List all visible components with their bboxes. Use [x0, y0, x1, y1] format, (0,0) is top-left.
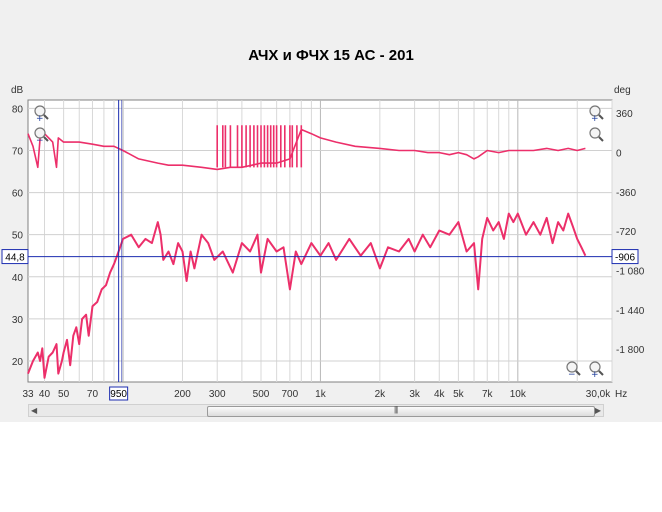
zoom-in-y-icon[interactable]: + — [34, 105, 49, 124]
x-tick-label: 300 — [209, 389, 226, 400]
y-left-tick-label: 40 — [12, 273, 24, 284]
x-tick-label: 70 — [87, 389, 99, 400]
chart-plot[interactable]: 33 40 50 70 200 300 500 700 1k 2k 3k 4k 5k 7k 10k 30,0k… — [0, 0, 662, 422]
scroll-right-arrow-icon[interactable]: ▶ — [594, 406, 601, 415]
horizontal-scrollbar[interactable]: ◀ ||| ▶ — [28, 404, 604, 417]
x-tick-label: 2k — [375, 389, 387, 400]
y-left-tick-label: 20 — [12, 357, 24, 368]
y-left-tick-label: 80 — [12, 104, 24, 115]
svg-text:−: − — [568, 370, 576, 380]
svg-text:+: + — [591, 114, 599, 124]
x-tick-label: 10k — [510, 389, 527, 400]
y-right-tick-label: -1 440 — [616, 306, 645, 317]
x-tick-label: 3k — [409, 389, 421, 400]
x-tick-label: 5k — [453, 389, 465, 400]
scroll-left-arrow-icon[interactable]: ◀ — [31, 406, 38, 415]
zoom-in-y-right-icon[interactable]: + — [589, 105, 604, 124]
x-tick-label: 1k — [315, 389, 327, 400]
x-tick-label: 4k — [434, 389, 446, 400]
x-tick-label: 500 — [253, 389, 270, 400]
cursor-y-label: 44,8 — [5, 253, 25, 264]
cursor-x-box — [109, 386, 129, 401]
y-left-tick-label: 60 — [12, 189, 24, 200]
y-left-tick-label: 30 — [12, 315, 24, 326]
svg-text:+: + — [36, 114, 44, 124]
x-tick-label: 7k — [482, 389, 494, 400]
svg-text:−: − — [36, 136, 44, 146]
cursor-x-label: 950 — [110, 389, 127, 400]
cursor-y-right-label: -906 — [615, 253, 635, 264]
y-right-tick-label: -360 — [616, 188, 636, 199]
chart-title: АЧХ и ФЧХ 15 АС - 201 — [248, 47, 414, 64]
x-tick-label: 40 — [39, 389, 51, 400]
y-right-tick-label: -1 800 — [616, 345, 645, 356]
x-tick-label: 700 — [282, 389, 299, 400]
scrollbar-thumb[interactable]: ||| — [207, 405, 595, 417]
y-right-tick-label: 0 — [616, 148, 622, 159]
zoom-out-x-icon[interactable]: − — [566, 361, 581, 380]
x-tick-label: 50 — [58, 389, 70, 400]
x-tick-label-last: 30,0k — [586, 389, 611, 400]
y-left-unit: dB — [11, 85, 24, 96]
zoom-out-y-icon[interactable]: − — [34, 127, 49, 146]
y-right-tick-label: -1 080 — [616, 267, 645, 278]
zoom-in-x-icon[interactable]: + — [589, 361, 604, 380]
y-right-unit: deg — [614, 85, 631, 96]
x-tick-label: 200 — [174, 389, 191, 400]
phase-wrap-spikes — [216, 125, 303, 168]
cursor-y-box — [1, 249, 29, 265]
x-tick-label: 33 — [22, 389, 34, 400]
y-left-tick-label: 70 — [12, 147, 24, 158]
y-left-tick-label: 50 — [12, 231, 24, 242]
cursor-y-right-box — [611, 249, 639, 265]
series-line-1 — [27, 212, 587, 379]
grip-icon: ||| — [394, 405, 398, 414]
x-axis-unit: Hz — [615, 389, 627, 400]
y-right-tick-label: -720 — [616, 227, 636, 238]
svg-text:+: + — [591, 370, 599, 380]
zoom-out-y-right-icon[interactable] — [589, 127, 604, 142]
y-right-tick-label: 360 — [616, 109, 633, 120]
